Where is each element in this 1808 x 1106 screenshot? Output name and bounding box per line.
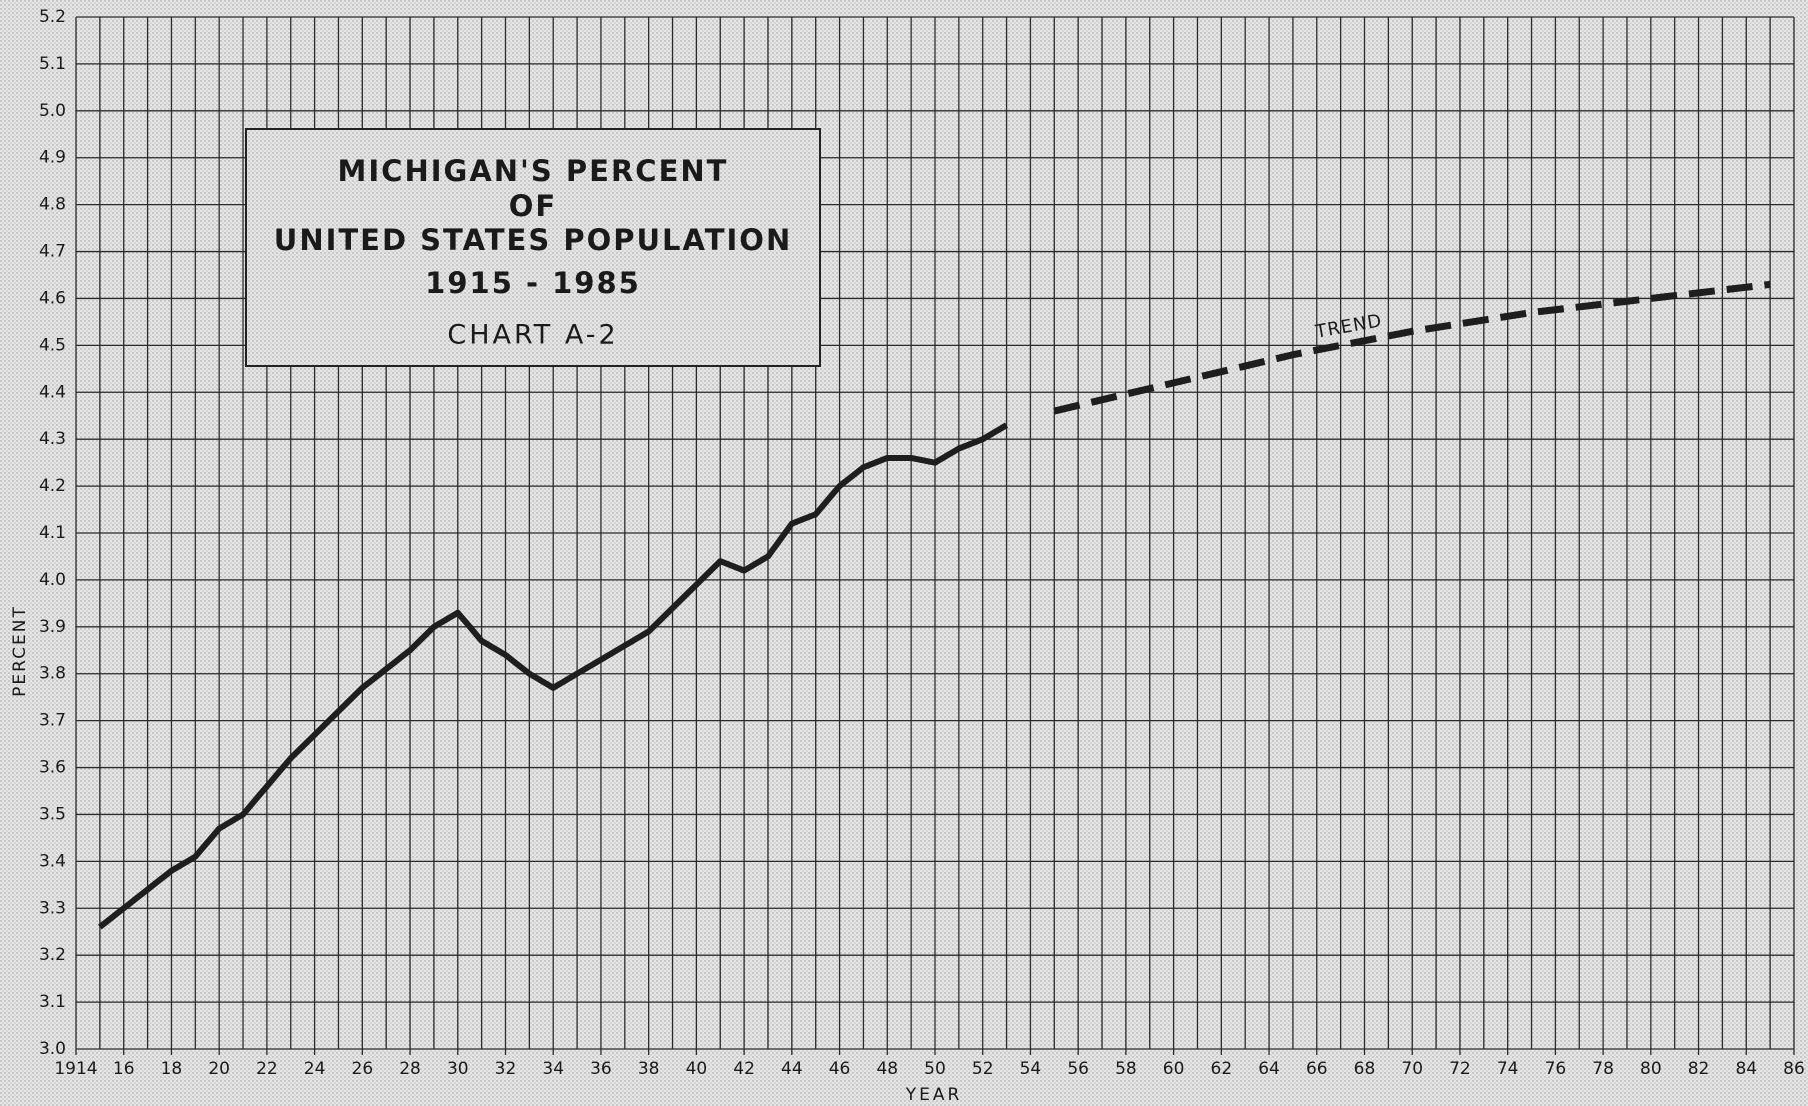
y-tick-label: 4.2 xyxy=(39,476,66,496)
y-tick-label: 4.7 xyxy=(39,242,66,262)
y-tick-label: 4.0 xyxy=(39,570,66,590)
x-tick-label: 74 xyxy=(1497,1059,1519,1079)
y-tick-label: 4.6 xyxy=(39,288,66,308)
subtitle: CHART A-2 xyxy=(447,320,618,351)
x-tick-label: 20 xyxy=(208,1059,230,1079)
x-tick-label: 32 xyxy=(495,1059,517,1079)
y-tick-label: 5.0 xyxy=(39,101,66,121)
x-tick-label: 16 xyxy=(113,1059,135,1079)
x-tick-label: 30 xyxy=(447,1059,469,1079)
x-axis-label: YEAR xyxy=(905,1085,963,1105)
x-tick-label: 68 xyxy=(1354,1059,1376,1079)
y-tick-label: 3.2 xyxy=(39,945,66,965)
y-tick-label: 3.9 xyxy=(39,617,66,637)
y-tick-label: 4.4 xyxy=(39,382,66,402)
x-tick-label: 18 xyxy=(161,1059,183,1079)
x-tick-label: 86 xyxy=(1783,1059,1805,1079)
trend-line xyxy=(1053,280,1771,415)
x-tick-label: 44 xyxy=(781,1059,803,1079)
y-tick-label: 5.2 xyxy=(39,7,66,27)
x-tick-label: 66 xyxy=(1306,1059,1328,1079)
y-tick-label: 3.7 xyxy=(39,711,66,731)
y-tick-label: 4.9 xyxy=(39,148,66,168)
y-tick-label: 3.6 xyxy=(39,758,66,778)
y-tick-label: 5.1 xyxy=(39,54,66,74)
x-tick-label: 1914 xyxy=(54,1059,97,1079)
y-tick-label: 3.5 xyxy=(39,804,66,824)
x-tick-label: 80 xyxy=(1640,1059,1662,1079)
x-tick-label: 26 xyxy=(352,1059,374,1079)
y-tick-label: 3.1 xyxy=(39,992,66,1012)
y-axis-label: PERCENT xyxy=(10,605,30,697)
x-tick-label: 56 xyxy=(1067,1059,1089,1079)
y-tick-label: 4.3 xyxy=(39,429,66,449)
y-tick-label: 3.3 xyxy=(39,898,66,918)
x-tick-label: 76 xyxy=(1545,1059,1567,1079)
y-tick-label: 4.5 xyxy=(39,335,66,355)
x-tick-label: 64 xyxy=(1258,1059,1280,1079)
x-tick-label: 38 xyxy=(638,1059,660,1079)
x-tick-label: 60 xyxy=(1163,1059,1185,1079)
y-tick-label: 3.4 xyxy=(39,851,66,871)
x-tick-label: 62 xyxy=(1211,1059,1233,1079)
title-line: OF xyxy=(509,189,557,223)
x-tick-label: 36 xyxy=(590,1059,612,1079)
x-tick-label: 42 xyxy=(733,1059,755,1079)
y-tick-label: 3.0 xyxy=(39,1039,66,1059)
x-tick-label: 70 xyxy=(1401,1059,1423,1079)
x-tick-label: 34 xyxy=(542,1059,564,1079)
x-tick-label: 50 xyxy=(924,1059,946,1079)
x-tick-label: 48 xyxy=(876,1059,898,1079)
title-line: MICHIGAN'S PERCENT xyxy=(338,154,729,188)
title-line: 1915 - 1985 xyxy=(425,266,641,300)
x-tick-label: 82 xyxy=(1688,1059,1710,1079)
x-tick-label: 78 xyxy=(1592,1059,1614,1079)
x-tick-label: 58 xyxy=(1115,1059,1137,1079)
x-tick-label: 52 xyxy=(972,1059,994,1079)
x-tick-label: 54 xyxy=(1020,1059,1042,1079)
x-tick-label: 84 xyxy=(1735,1059,1757,1079)
x-tick-label: 40 xyxy=(686,1059,708,1079)
x-tick-label: 22 xyxy=(256,1059,278,1079)
x-tick-label: 24 xyxy=(304,1059,326,1079)
y-tick-label: 3.8 xyxy=(39,664,66,684)
marks xyxy=(98,280,1771,930)
x-tick-label: 46 xyxy=(829,1059,851,1079)
x-tick-label: 72 xyxy=(1449,1059,1471,1079)
x-tick-label: 28 xyxy=(399,1059,421,1079)
data-line xyxy=(98,422,1009,930)
y-tick-label: 4.8 xyxy=(39,195,66,215)
title-box xyxy=(245,128,821,367)
y-tick-label: 4.1 xyxy=(39,523,66,543)
title-line: UNITED STATES POPULATION xyxy=(274,223,792,257)
